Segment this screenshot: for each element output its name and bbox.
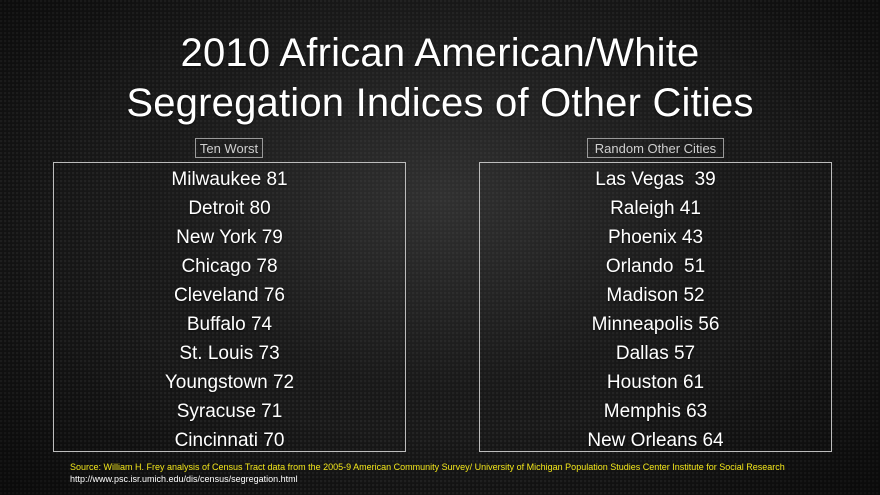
- ten-worst-panel: Milwaukee 81 Detroit 80 New York 79 Chic…: [53, 162, 406, 452]
- list-item: Orlando 51: [605, 256, 706, 277]
- list-item: Milwaukee 81: [171, 169, 288, 190]
- list-item: Chicago 78: [181, 256, 278, 277]
- list-item: Buffalo 74: [186, 314, 273, 335]
- source-text: Source: William H. Frey analysis of Cens…: [70, 462, 785, 472]
- list-item: Raleigh 41: [610, 198, 701, 219]
- list-item: Houston 61: [606, 372, 705, 393]
- list-item: New York 79: [176, 227, 283, 248]
- list-item: Syracuse 71: [176, 401, 283, 422]
- ten-worst-list: Milwaukee 81 Detroit 80 New York 79 Chic…: [54, 165, 405, 455]
- list-item: New Orleans 64: [587, 430, 724, 451]
- list-item: Cleveland 76: [174, 285, 285, 306]
- random-other-cities-panel: Las Vegas 39 Raleigh 41 Phoenix 43 Orlan…: [479, 162, 832, 452]
- list-item: St. Louis 73: [179, 343, 280, 364]
- list-item: Cincinnati 70: [174, 430, 285, 451]
- list-item: Detroit 80: [188, 198, 271, 219]
- list-item: Youngstown 72: [164, 372, 295, 393]
- list-item: Phoenix 43: [607, 227, 704, 248]
- list-item: Minneapolis 56: [591, 314, 720, 335]
- list-item: Madison 52: [606, 285, 705, 306]
- list-item: Las Vegas 39: [595, 169, 716, 190]
- source-citation: Source: William H. Frey analysis of Cens…: [70, 461, 870, 485]
- slide-title-line-2: Segregation Indices of Other Cities: [126, 81, 754, 125]
- slide-title-line-1: 2010 African American/White: [180, 31, 700, 75]
- list-item: Dallas 57: [615, 343, 696, 364]
- source-url: http://www.psc.isr.umich.edu/dis/census/…: [70, 474, 298, 484]
- list-item: Memphis 63: [603, 401, 708, 422]
- random-other-cities-list: Las Vegas 39 Raleigh 41 Phoenix 43 Orlan…: [480, 165, 831, 455]
- random-other-cities-label: Random Other Cities: [587, 138, 724, 158]
- ten-worst-label: Ten Worst: [195, 138, 263, 158]
